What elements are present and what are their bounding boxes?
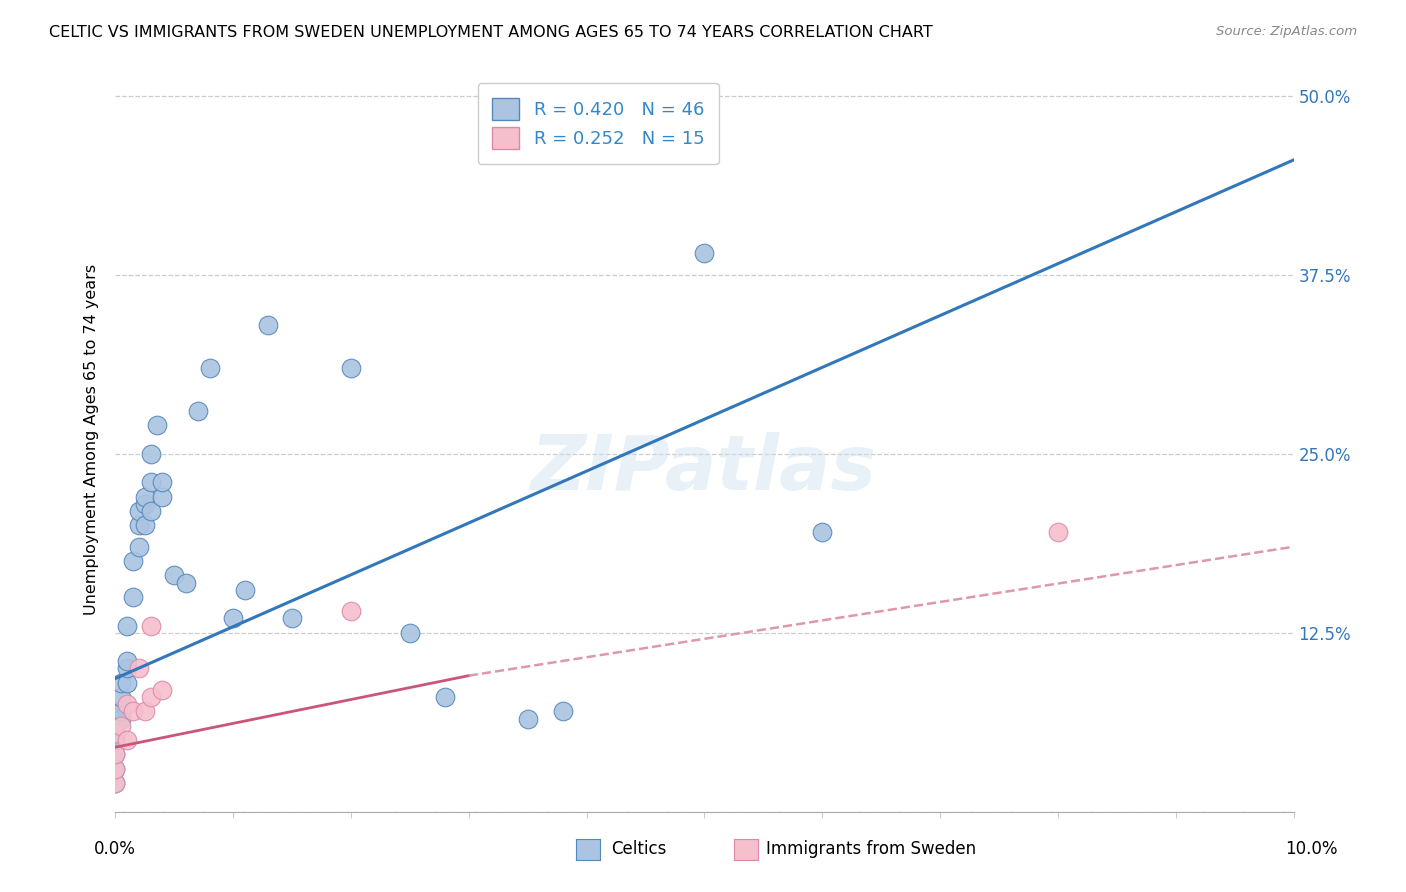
- Point: [104, 712, 127, 726]
- Y-axis label: Unemployment Among Ages 65 to 74 years: Unemployment Among Ages 65 to 74 years: [84, 264, 100, 615]
- Point: [104, 762, 127, 776]
- Point: [233, 582, 256, 597]
- Point: [128, 504, 150, 518]
- Point: [1046, 525, 1069, 540]
- Point: [122, 554, 145, 568]
- Point: [110, 705, 132, 719]
- Point: [128, 518, 150, 533]
- Point: [693, 246, 716, 260]
- Point: [110, 675, 132, 690]
- Point: [110, 690, 132, 705]
- Point: [104, 747, 127, 762]
- Point: [634, 145, 657, 160]
- Point: [104, 733, 127, 747]
- Point: [281, 611, 304, 625]
- Text: ZIPatlas: ZIPatlas: [531, 432, 877, 506]
- Point: [134, 518, 156, 533]
- Text: CELTIC VS IMMIGRANTS FROM SWEDEN UNEMPLOYMENT AMONG AGES 65 TO 74 YEARS CORRELAT: CELTIC VS IMMIGRANTS FROM SWEDEN UNEMPLO…: [49, 25, 934, 40]
- Point: [104, 726, 127, 740]
- Point: [139, 618, 162, 632]
- Text: Celtics: Celtics: [612, 839, 666, 857]
- Point: [104, 762, 127, 776]
- Text: 10.0%: 10.0%: [1285, 839, 1339, 857]
- Point: [139, 504, 162, 518]
- Point: [139, 447, 162, 461]
- Point: [104, 776, 127, 790]
- Point: [115, 654, 138, 668]
- Point: [122, 590, 145, 604]
- Point: [198, 360, 221, 375]
- Legend: R = 0.420   N = 46, R = 0.252   N = 15: R = 0.420 N = 46, R = 0.252 N = 15: [478, 83, 718, 163]
- Point: [115, 733, 138, 747]
- Point: [104, 776, 127, 790]
- Point: [134, 497, 156, 511]
- Point: [340, 360, 363, 375]
- Point: [122, 705, 145, 719]
- Point: [399, 625, 422, 640]
- Point: [551, 705, 574, 719]
- Point: [128, 540, 150, 554]
- Point: [104, 705, 127, 719]
- Point: [222, 611, 245, 625]
- Point: [134, 705, 156, 719]
- Text: Immigrants from Sweden: Immigrants from Sweden: [766, 839, 976, 857]
- Point: [152, 683, 174, 698]
- Point: [340, 604, 363, 618]
- Point: [128, 661, 150, 675]
- Point: [163, 568, 186, 582]
- Text: Source: ZipAtlas.com: Source: ZipAtlas.com: [1216, 25, 1357, 38]
- Point: [115, 661, 138, 675]
- Point: [257, 318, 280, 332]
- Point: [152, 475, 174, 490]
- Point: [174, 575, 197, 590]
- Point: [139, 690, 162, 705]
- Point: [104, 719, 127, 733]
- Point: [115, 618, 138, 632]
- Point: [187, 403, 209, 417]
- Point: [145, 417, 167, 432]
- Point: [139, 475, 162, 490]
- Point: [811, 525, 834, 540]
- Text: 0.0%: 0.0%: [94, 839, 136, 857]
- Point: [134, 490, 156, 504]
- Point: [115, 698, 138, 712]
- Point: [104, 726, 127, 740]
- Point: [434, 690, 457, 705]
- Point: [115, 675, 138, 690]
- Point: [104, 747, 127, 762]
- Point: [110, 712, 132, 726]
- Point: [152, 490, 174, 504]
- Point: [516, 712, 538, 726]
- Point: [110, 719, 132, 733]
